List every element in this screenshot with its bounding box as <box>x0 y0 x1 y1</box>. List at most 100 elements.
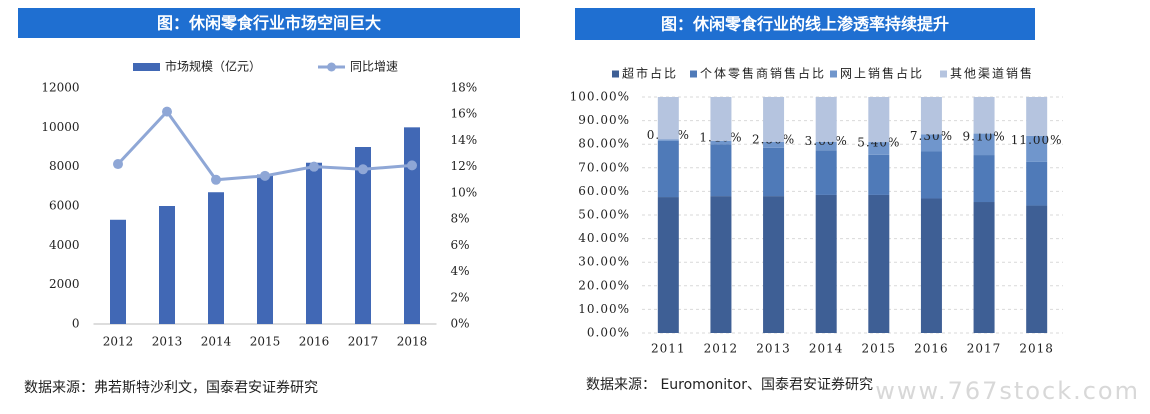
x-tick-label: 2012 <box>704 342 739 356</box>
legend-label: 其他渠道销售 <box>950 66 1034 81</box>
bar-segment <box>815 150 837 195</box>
bar-segment <box>920 97 942 135</box>
bar-segment <box>763 141 785 148</box>
watermark: www.767stock.com <box>875 377 1140 405</box>
y-tick-label: 10.00% <box>578 302 630 316</box>
legend-swatch <box>830 70 837 78</box>
source: 数据来源：弗若斯特沙利文，国泰君安证券研究 <box>24 380 318 396</box>
y2-tick-label: 10% <box>451 185 478 199</box>
x-tick-label: 2016 <box>299 335 330 349</box>
x-tick-label: 2018 <box>397 335 428 349</box>
y-tick-label: 30.00% <box>578 255 630 269</box>
bar-segment <box>973 202 995 333</box>
x-tick-label: 2011 <box>651 342 686 356</box>
bar-segment <box>763 97 785 142</box>
y-tick-label: 100.00% <box>570 90 630 104</box>
marker <box>260 170 270 181</box>
y-tick-label: 8000 <box>49 159 80 173</box>
y2-tick-label: 16% <box>451 107 478 121</box>
bar <box>208 192 224 324</box>
bar <box>355 147 371 324</box>
legend-label: 市场规模（亿元） <box>165 59 261 74</box>
y-tick-label: 80.00% <box>578 137 630 151</box>
chart-title: 图：休闲零食行业市场空间巨大 <box>157 14 381 33</box>
bar-segment <box>815 97 837 142</box>
y-tick-label: 70.00% <box>578 160 630 174</box>
x-tick-label: 2016 <box>914 342 949 356</box>
bar-segment <box>710 196 732 333</box>
y2-tick-label: 0% <box>451 317 470 331</box>
marker <box>162 106 172 117</box>
legend-swatch <box>612 70 619 78</box>
y2-tick-label: 2% <box>451 290 470 304</box>
title-banner <box>575 8 1035 40</box>
title-banner <box>18 8 520 38</box>
bar-segment <box>973 97 995 134</box>
bar-segment <box>710 97 732 141</box>
y-tick-label: 4000 <box>49 238 80 252</box>
y2-tick-label: 18% <box>451 81 478 95</box>
x-tick-label: 2018 <box>1019 342 1054 356</box>
bar-segment <box>973 155 995 203</box>
bar-segment <box>710 140 732 145</box>
y2-tick-label: 12% <box>451 159 478 173</box>
y-tick-label: 6000 <box>49 199 80 213</box>
y2-tick-label: 8% <box>451 212 470 226</box>
x-tick-label: 2014 <box>809 342 844 356</box>
bar-segment <box>815 141 837 151</box>
bar <box>110 219 126 324</box>
x-tick-label: 2014 <box>201 335 232 349</box>
bar-segment <box>973 133 995 156</box>
y-tick-label: 20.00% <box>578 278 630 292</box>
bar-segment <box>868 142 890 155</box>
y-tick-label: 0.00% <box>587 326 630 340</box>
bar <box>404 127 420 324</box>
bar-segment <box>868 97 890 143</box>
bar-segment <box>657 97 679 140</box>
y-tick-label: 10000 <box>41 120 79 134</box>
y-tick-label: 60.00% <box>578 184 630 198</box>
legend-label: 同比增速 <box>350 60 398 74</box>
legend-swatch <box>133 63 160 71</box>
x-tick-label: 2017 <box>348 335 379 349</box>
x-tick-label: 2013 <box>152 335 183 349</box>
bar-segment <box>1026 161 1048 206</box>
legend-swatch <box>940 70 947 78</box>
bar-segment <box>815 194 837 333</box>
bar-segment <box>1026 97 1048 136</box>
x-tick-label: 2015 <box>862 342 897 356</box>
bar-segment <box>1026 135 1048 162</box>
bar-segment <box>710 144 732 197</box>
marker <box>113 159 123 170</box>
bar-segment <box>657 140 679 198</box>
y2-tick-label: 4% <box>451 264 470 278</box>
bar <box>257 174 273 324</box>
y-tick-label: 0 <box>72 317 80 331</box>
y-tick-label: 50.00% <box>578 208 630 222</box>
bar-segment <box>868 194 890 333</box>
marker <box>211 174 221 185</box>
legend-label: 个体零售商销售占比 <box>700 66 826 81</box>
bar-segment <box>763 147 785 197</box>
x-tick-label: 2015 <box>250 335 281 349</box>
bar-segment <box>920 134 942 152</box>
y-tick-label: 12000 <box>41 81 79 95</box>
x-tick-label: 2017 <box>967 342 1002 356</box>
marker <box>358 164 368 175</box>
legend-label: 超市占比 <box>622 66 678 81</box>
bar-segment <box>657 139 679 141</box>
legend-swatch <box>327 62 336 72</box>
bar <box>159 206 175 324</box>
bar-segment <box>920 198 942 333</box>
marker <box>309 161 319 172</box>
data-label: 11.00% <box>1011 133 1063 147</box>
marker <box>407 160 417 171</box>
source: 数据来源： Euromonitor、国泰君安证券研究 <box>586 377 873 393</box>
y2-tick-label: 14% <box>451 133 478 147</box>
y-tick-label: 90.00% <box>578 113 630 127</box>
legend-label: 网上销售占比 <box>840 66 924 81</box>
bar-segment <box>868 154 890 195</box>
x-tick-label: 2012 <box>103 335 134 349</box>
